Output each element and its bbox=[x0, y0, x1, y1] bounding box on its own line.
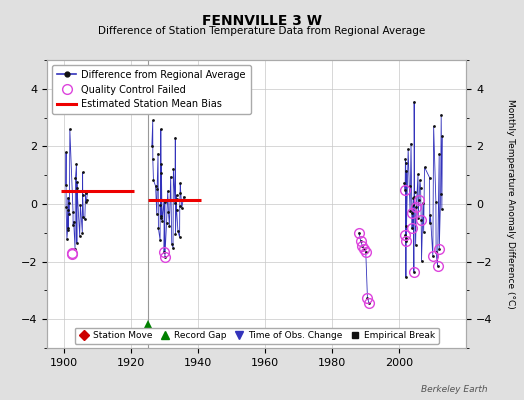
Text: Difference of Station Temperature Data from Regional Average: Difference of Station Temperature Data f… bbox=[99, 26, 425, 36]
Y-axis label: Monthly Temperature Anomaly Difference (°C): Monthly Temperature Anomaly Difference (… bbox=[507, 99, 516, 309]
Text: Berkeley Earth: Berkeley Earth bbox=[421, 385, 487, 394]
Text: FENNVILLE 3 W: FENNVILLE 3 W bbox=[202, 14, 322, 28]
Legend: Station Move, Record Gap, Time of Obs. Change, Empirical Break: Station Move, Record Gap, Time of Obs. C… bbox=[75, 328, 439, 344]
